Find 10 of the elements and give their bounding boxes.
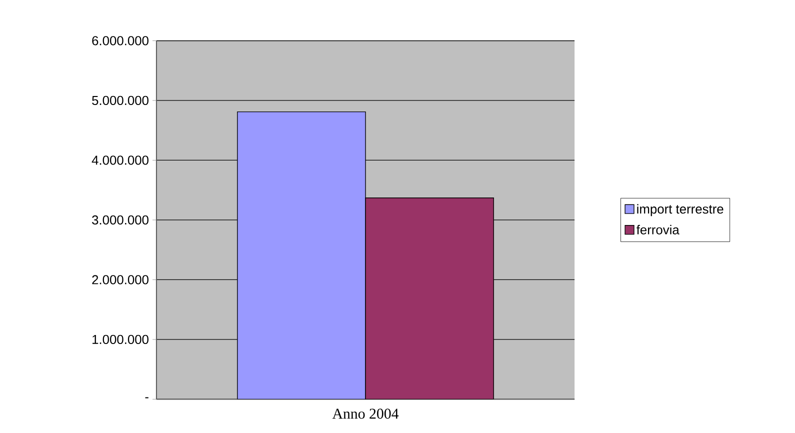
legend-label: import terrestre (637, 204, 724, 216)
y-tick-label: 5.000.000 (92, 96, 148, 106)
y-tick-label: 2.000.000 (92, 275, 148, 284)
y-tick-label: - (145, 397, 148, 398)
y-tick-label: 6.000.000 (92, 36, 148, 46)
legend-label: ferrovia (636, 224, 680, 234)
x-tick-label: Anno 2004 (332, 408, 399, 419)
y-tick-label: 3.000.000 (92, 215, 148, 225)
y-tick-label: 1.000.000 (92, 334, 148, 344)
y-tick-label: 4.000.000 (92, 156, 148, 165)
